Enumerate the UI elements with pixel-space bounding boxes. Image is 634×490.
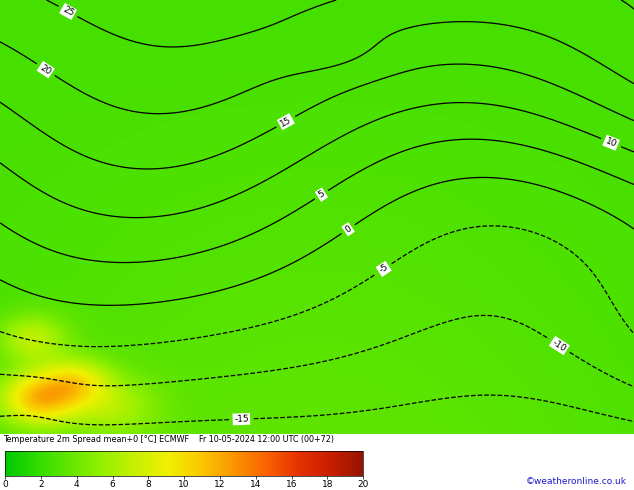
Text: 25: 25 [61, 5, 75, 18]
Text: Temperature 2m Spread mean+0 [°C] ECMWF    Fr 10-05-2024 12:00 UTC (00+72): Temperature 2m Spread mean+0 [°C] ECMWF … [3, 435, 334, 443]
Text: 5: 5 [316, 189, 327, 200]
Text: 0: 0 [343, 224, 353, 235]
Text: 20: 20 [39, 63, 53, 76]
Text: ©weatheronline.co.uk: ©weatheronline.co.uk [526, 477, 626, 486]
Text: -10: -10 [551, 338, 568, 353]
Text: -5: -5 [377, 263, 390, 275]
Text: 10: 10 [604, 136, 618, 149]
Text: -15: -15 [234, 415, 249, 424]
Text: 15: 15 [279, 115, 293, 128]
